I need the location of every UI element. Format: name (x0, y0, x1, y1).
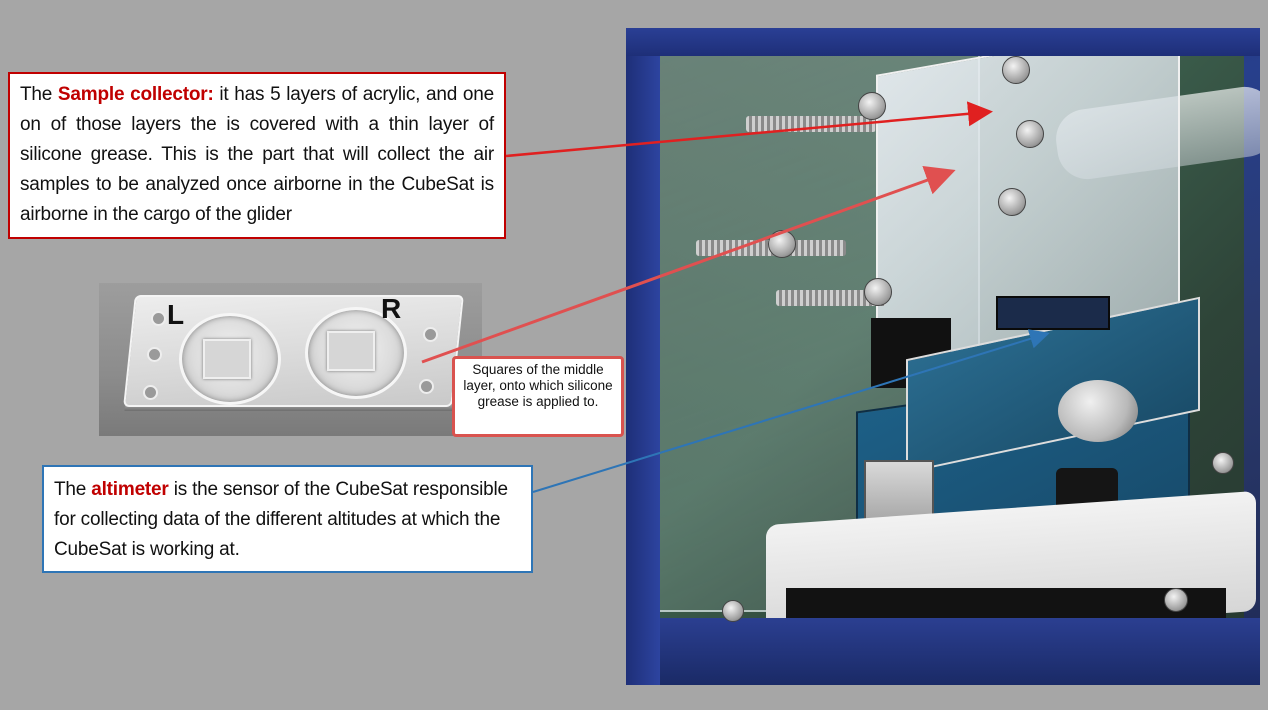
plate-hole (143, 385, 158, 400)
right-square (327, 331, 375, 371)
screw (722, 600, 744, 622)
plate-hole (151, 311, 166, 326)
altimeter-text: The altimeter is the sensor of the CubeS… (54, 475, 521, 565)
screw (768, 230, 796, 258)
altimeter-body: is the sensor of the CubeSat responsible… (54, 479, 508, 560)
frame-top (626, 28, 1260, 56)
altimeter-highlight: altimeter (91, 479, 169, 500)
frame-bottom (626, 618, 1260, 685)
squares-text: Squares of the middle layer, onto which … (463, 362, 613, 409)
sample-collector-text: The Sample collector: it has 5 layers of… (20, 80, 494, 230)
screw (998, 188, 1026, 216)
squares-callout: Squares of the middle layer, onto which … (452, 356, 624, 437)
plate-hole (423, 327, 438, 342)
screw (864, 278, 892, 306)
left-square (203, 339, 251, 379)
sample-collector-highlight: Sample collector: (57, 84, 214, 105)
screw (858, 92, 886, 120)
sample-collector-body: it has 5 layers of acrylic, and one on o… (20, 84, 494, 225)
sample-collector-callout: The Sample collector: it has 5 layers of… (8, 72, 506, 239)
cubesat-photo (626, 28, 1260, 685)
left-well (179, 313, 281, 405)
sample-collector-prefix: The (20, 84, 58, 105)
photo-label-right: R (381, 293, 402, 324)
frame-left (626, 28, 660, 685)
screw (1164, 588, 1188, 612)
plate-hole (419, 379, 434, 394)
screw (1002, 56, 1030, 84)
altimeter-callout: The altimeter is the sensor of the CubeS… (42, 465, 533, 573)
photo-label-left: L (167, 299, 185, 330)
plate-hole (147, 347, 162, 362)
acrylic-layer-photo: L R (99, 283, 482, 436)
altimeter-sensor (996, 296, 1110, 330)
bolt (746, 116, 876, 132)
screw (1212, 452, 1234, 474)
coin-battery (1058, 380, 1138, 442)
screw (1016, 120, 1044, 148)
altimeter-prefix: The (54, 479, 92, 500)
